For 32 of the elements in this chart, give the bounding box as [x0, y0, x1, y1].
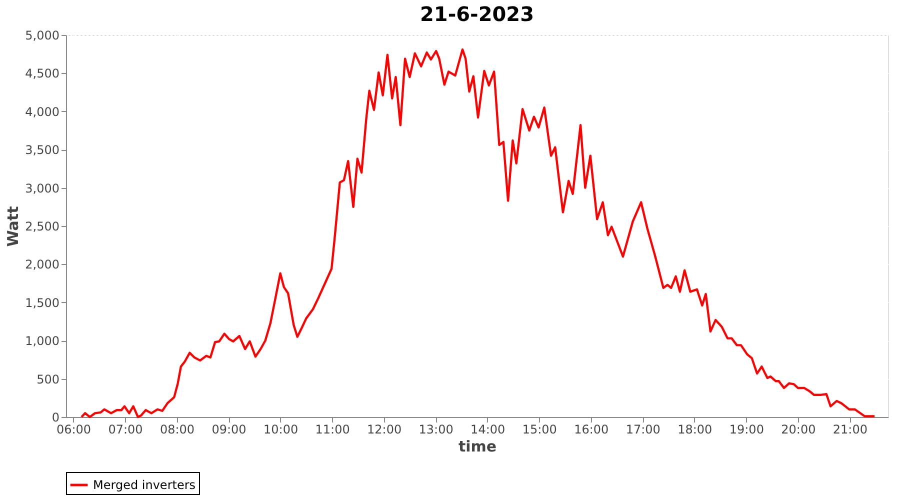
- x-tick-label: 17:00: [626, 422, 660, 436]
- y-tick-label: 3,500: [25, 143, 60, 158]
- x-tick-label: 18:00: [678, 422, 712, 436]
- x-tick-label: 10:00: [264, 422, 298, 436]
- x-tick-label: 09:00: [212, 422, 246, 436]
- x-tick-label: 08:00: [160, 422, 195, 436]
- x-tick-label: 16:00: [574, 422, 609, 436]
- line-series: [80, 48, 876, 418]
- y-tick-label: 500: [36, 372, 60, 386]
- y-tick-label: 2,000: [25, 258, 60, 272]
- x-tick-label: 14:00: [470, 422, 506, 436]
- y-tick-label: 4,000: [25, 104, 60, 119]
- x-tick-label: 15:00: [522, 422, 557, 436]
- y-tick-label: 1,000: [25, 334, 60, 348]
- y-tick-label: 5,000: [25, 28, 60, 42]
- x-tick-label: 12:00: [367, 422, 402, 436]
- x-tick-label: 07:00: [108, 422, 143, 436]
- y-tick-label: 4,500: [25, 66, 60, 81]
- x-axis-title: time: [458, 438, 497, 456]
- y-tick-label: 1,500: [25, 296, 60, 310]
- y-tick-label: 3,000: [25, 181, 60, 196]
- y-tick-label: 2,500: [25, 220, 60, 234]
- x-tick-label: 11:00: [315, 422, 350, 436]
- x-tick-label: 06:00: [56, 422, 92, 436]
- legend-label: Merged inverters: [93, 478, 196, 492]
- chart-title: 21-6-2023: [420, 2, 534, 26]
- x-tick-label: 20:00: [781, 422, 816, 436]
- x-tick-label: 13:00: [418, 422, 454, 436]
- y-tick-label: 0: [52, 410, 60, 424]
- y-axis-title: Watt: [4, 206, 22, 247]
- x-tick-label: 21:00: [832, 422, 868, 436]
- x-tick-label: 19:00: [729, 422, 764, 436]
